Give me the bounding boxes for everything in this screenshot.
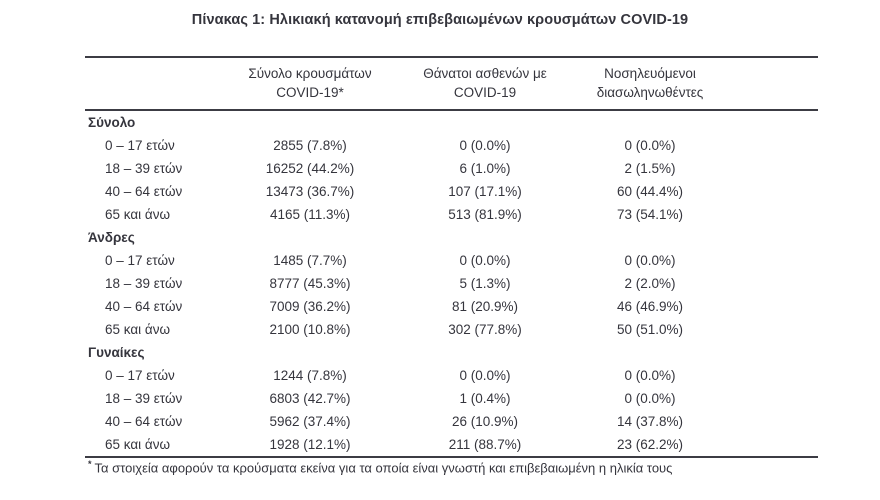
intubated-value: 14 (37.8%) xyxy=(616,414,684,429)
table-row: 65 και άνω 4165 (11.3%) 513 (81.9%) 73 (… xyxy=(85,203,818,226)
intubated-value: 2 (1.5%) xyxy=(624,161,676,176)
age-label: 0 – 17 ετών xyxy=(105,253,175,268)
age-label: 65 και άνω xyxy=(105,437,171,452)
table-row: 0 – 17 ετών 1485 (7.7%) 0 (0.0%) 0 (0.0%… xyxy=(85,249,818,272)
cases-value: 8777 (45.3%) xyxy=(269,276,351,291)
deaths-value: 513 (81.9%) xyxy=(448,207,522,222)
table-bottom-rule xyxy=(85,456,818,458)
table-row: 18 – 39 ετών 16252 (44.2%) 6 (1.0%) 2 (1… xyxy=(85,157,818,180)
section-name: Σύνολο xyxy=(88,115,136,130)
footnote-text: Τα στοιχεία αφορούν τα κρούσματα εκείνα … xyxy=(94,460,673,476)
intubated-value: 60 (44.4%) xyxy=(616,184,684,199)
section-name: Γυναίκες xyxy=(88,345,145,360)
deaths-value: 5 (1.3%) xyxy=(459,276,511,291)
deaths-value: 0 (0.0%) xyxy=(459,138,511,153)
section-header-total: Σύνολο xyxy=(85,111,818,134)
column-header-deaths-line2: COVID-19 xyxy=(453,85,517,100)
table-title: Πίνακας 1: Ηλικιακή κατανομή επιβεβαιωμέ… xyxy=(191,12,689,28)
cases-value: 6803 (42.7%) xyxy=(269,391,351,406)
intubated-value: 0 (0.0%) xyxy=(624,391,676,406)
cases-value: 13473 (36.7%) xyxy=(265,184,355,199)
table-row: 18 – 39 ετών 6803 (42.7%) 1 (0.4%) 0 (0.… xyxy=(85,387,818,410)
cases-value: 1928 (12.1%) xyxy=(269,437,351,452)
intubated-value: 50 (51.0%) xyxy=(616,322,684,337)
footnote: * Τα στοιχεία αφορούν τα κρούσματα εκείνα… xyxy=(88,459,828,475)
table-row: 18 – 39 ετών 8777 (45.3%) 5 (1.3%) 2 (2.… xyxy=(85,272,818,295)
column-header-intubated-line2: διασωληνωθέντες xyxy=(596,85,704,100)
footnote-marker: * xyxy=(88,459,92,469)
table-header-row: Σύνολο κρουσμάτων COVID-19* Θάνατοι ασθε… xyxy=(85,58,818,111)
cases-value: 7009 (36.2%) xyxy=(269,299,351,314)
deaths-value: 81 (20.9%) xyxy=(451,299,519,314)
age-label: 0 – 17 ετών xyxy=(105,138,175,153)
section-name: Άνδρες xyxy=(88,230,135,245)
table-row: 0 – 17 ετών 1244 (7.8%) 0 (0.0%) 0 (0.0%… xyxy=(85,364,818,387)
table-row: 40 – 64 ετών 7009 (36.2%) 81 (20.9%) 46 … xyxy=(85,295,818,318)
column-header-deaths-line1: Θάνατοι ασθενών με xyxy=(423,66,547,81)
section-header-women: Γυναίκες xyxy=(85,341,818,364)
deaths-value: 0 (0.0%) xyxy=(459,253,511,268)
deaths-value: 211 (88.7%) xyxy=(448,437,522,452)
intubated-value: 46 (46.9%) xyxy=(616,299,684,314)
intubated-value: 0 (0.0%) xyxy=(624,138,676,153)
deaths-value: 0 (0.0%) xyxy=(459,368,511,383)
cases-value: 1244 (7.8%) xyxy=(273,368,347,383)
column-header-intubated-line1: Νοσηλευόμενοι xyxy=(604,66,696,81)
intubated-value: 23 (62.2%) xyxy=(616,437,684,452)
table-row: 65 και άνω 2100 (10.8%) 302 (77.8%) 50 (… xyxy=(85,318,818,341)
table-row: 40 – 64 ετών 5962 (37.4%) 26 (10.9%) 14 … xyxy=(85,410,818,433)
age-label: 40 – 64 ετών xyxy=(105,184,183,199)
column-header-deaths: Θάνατοι ασθενών με COVID-19 xyxy=(395,64,575,102)
intubated-value: 0 (0.0%) xyxy=(624,368,676,383)
column-header-cases: Σύνολο κρουσμάτων COVID-19* xyxy=(225,64,395,102)
deaths-value: 107 (17.1%) xyxy=(448,184,522,199)
intubated-value: 0 (0.0%) xyxy=(624,253,676,268)
cases-value: 16252 (44.2%) xyxy=(265,161,355,176)
cases-value: 4165 (11.3%) xyxy=(269,207,351,222)
deaths-value: 6 (1.0%) xyxy=(459,161,511,176)
deaths-value: 1 (0.4%) xyxy=(459,391,511,406)
age-label: 40 – 64 ετών xyxy=(105,299,183,314)
deaths-value: 302 (77.8%) xyxy=(448,322,522,337)
cases-value: 5962 (37.4%) xyxy=(269,414,351,429)
section-header-men: Άνδρες xyxy=(85,226,818,249)
age-label: 65 και άνω xyxy=(105,322,171,337)
table-row: 0 – 17 ετών 2855 (7.8%) 0 (0.0%) 0 (0.0%… xyxy=(85,134,818,157)
deaths-value: 26 (10.9%) xyxy=(451,414,519,429)
intubated-value: 2 (2.0%) xyxy=(624,276,676,291)
column-header-cases-line2: COVID-19* xyxy=(276,85,344,100)
table-row: 65 και άνω 1928 (12.1%) 211 (88.7%) 23 (… xyxy=(85,433,818,456)
cases-value: 2855 (7.8%) xyxy=(273,138,347,153)
table-row: 40 – 64 ετών 13473 (36.7%) 107 (17.1%) 6… xyxy=(85,180,818,203)
cases-value: 1485 (7.7%) xyxy=(273,253,347,268)
column-header-cases-line1: Σύνολο κρουσμάτων xyxy=(248,66,372,81)
age-label: 40 – 64 ετών xyxy=(105,414,183,429)
age-label: 18 – 39 ετών xyxy=(105,391,183,406)
age-label: 65 και άνω xyxy=(105,207,171,222)
column-header-intubated: Νοσηλευόμενοι διασωληνωθέντες xyxy=(575,64,725,102)
age-label: 18 – 39 ετών xyxy=(105,276,183,291)
cases-value: 2100 (10.8%) xyxy=(269,322,351,337)
age-label: 0 – 17 ετών xyxy=(105,368,175,383)
age-label: 18 – 39 ετών xyxy=(105,161,183,176)
intubated-value: 73 (54.1%) xyxy=(616,207,684,222)
data-table: Σύνολο κρουσμάτων COVID-19* Θάνατοι ασθε… xyxy=(85,56,818,458)
